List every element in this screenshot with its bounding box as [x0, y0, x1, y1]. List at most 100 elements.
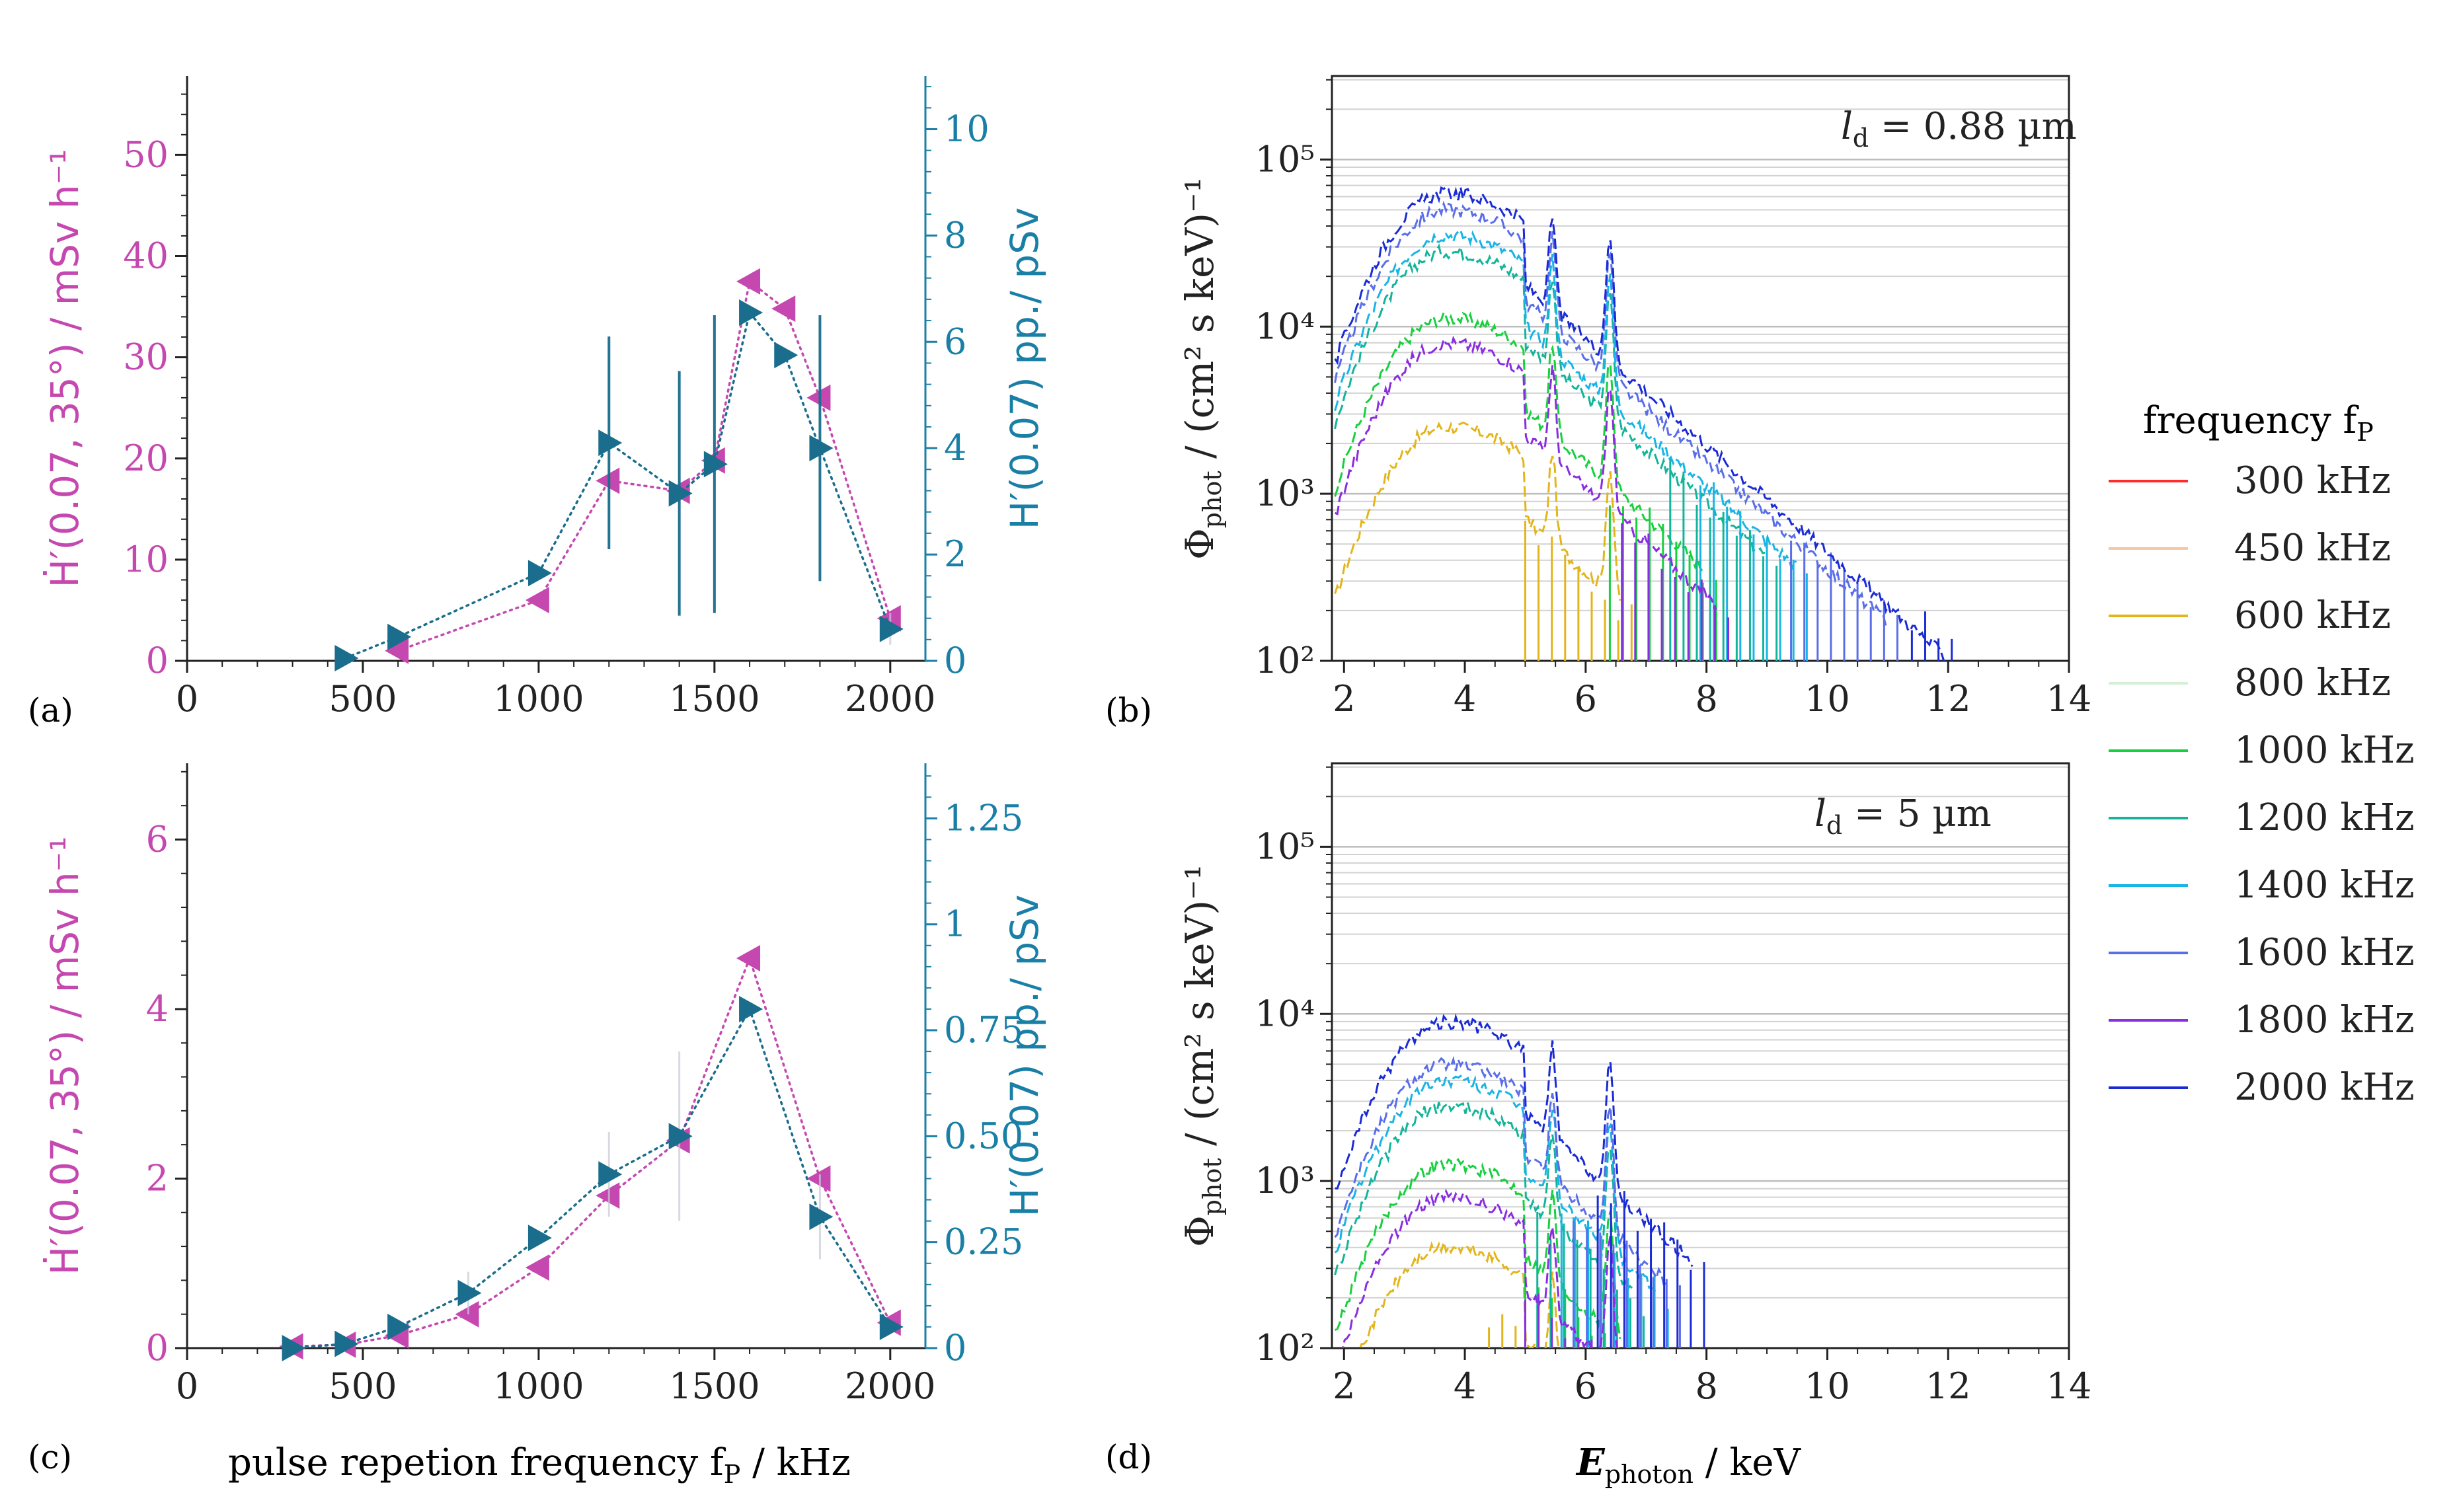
y-left-axis-label: Ḣ′(0.07, 35°) / mSv h⁻¹ [42, 149, 87, 588]
data-point [282, 1335, 306, 1361]
annotation-symbol: l [1841, 105, 1853, 148]
y-tick-label: 10³ [1255, 1160, 1315, 1201]
data-point [387, 1313, 412, 1340]
x-tick-label: 12 [1926, 1365, 1971, 1407]
spectrum-600-kHz [1359, 1238, 1560, 1348]
y-right-tick-label: 8 [944, 214, 966, 256]
x-tick-label: 14 [2046, 678, 2092, 720]
x-tick-label: 1000 [493, 1365, 584, 1407]
data-point [774, 342, 798, 369]
legend-item-label: 1000 kHz [2234, 729, 2415, 772]
legend-item-label: 1200 kHz [2234, 796, 2415, 839]
x-tick-label: 2000 [845, 1365, 935, 1407]
annotation-sub: d [1826, 811, 1842, 840]
y-left-tick-label: 30 [123, 336, 169, 378]
y-axis-label-symbol: Φ [1177, 1215, 1222, 1247]
y-left-tick-label: 40 [123, 235, 169, 277]
data-point [598, 1161, 623, 1188]
legend: frequency fP 300 kHz 450 kHz 600 kHz 800 kH… [2109, 399, 2415, 1109]
x-tick-label: 12 [1926, 678, 1971, 720]
data-point [527, 560, 552, 587]
x-tick-label: 2 [1333, 1365, 1355, 1407]
data-point [334, 644, 359, 671]
series-line [291, 954, 892, 1348]
series-line [397, 279, 892, 652]
spectrum-1000-kHz [1335, 1158, 1621, 1339]
y-left-tick-label: 6 [146, 818, 169, 860]
y-left-tick-label: 4 [146, 988, 169, 1030]
data-point [455, 1301, 479, 1328]
data-point [739, 995, 763, 1022]
y-axis-label-unit: / (cm² s keV)⁻¹ [1177, 177, 1222, 471]
y-right-axis-label: H′(0.07) pp./ pSv [1002, 895, 1047, 1217]
x-axis-label-right: Ephoton / keV [1575, 1441, 1802, 1489]
y-axis-label: Φphot / (cm² s keV)⁻¹ [1177, 177, 1227, 560]
legend-item-label: 1800 kHz [2234, 999, 2415, 1041]
spectrum-2000-kHz [1335, 1013, 1694, 1267]
legend-item-label: 2000 kHz [2234, 1066, 2415, 1109]
x-tick-label: 1000 [493, 678, 584, 720]
spectrum-2000-kHz [1334, 185, 1954, 661]
legend-title: frequency fP [2143, 399, 2374, 447]
y-left-axis-label: Ḣ′(0.07, 35°) / mSv h⁻¹ [42, 837, 87, 1275]
data-point [525, 587, 549, 614]
plot-frame [1331, 762, 2070, 1349]
y-tick-label: 10⁴ [1255, 305, 1315, 347]
x-tick-label: 1500 [669, 678, 759, 720]
x-tick-label: 6 [1575, 1365, 1597, 1407]
y-left-tick-label: 2 [146, 1157, 169, 1199]
x-tick-label: 4 [1454, 1365, 1476, 1407]
panel-label-a: (a) [28, 691, 73, 730]
spectra-group [1334, 185, 1954, 661]
y-right-tick-label: 0 [944, 640, 966, 681]
data-point [739, 299, 763, 326]
panel-c: 0 500 1000 1500 2000024600.250.500.7511.25Ḣ′… [42, 763, 1047, 1407]
data-point [668, 480, 693, 507]
annotation-symbol: l [1814, 792, 1826, 835]
y-right-tick-label: 0.25 [944, 1221, 1023, 1263]
y-tick-label: 10⁵ [1255, 138, 1315, 180]
x-tick-label: 0 [176, 678, 198, 720]
y-right-tick-label: 1 [944, 903, 966, 945]
panel-a: 0 500 1000 1500 2000010203040500246810Ḣ′(0.0… [42, 76, 1047, 720]
x-axis-label-right-text: E [1575, 1441, 1606, 1484]
x-tick-label: 2 [1333, 678, 1355, 720]
spectrum-1400-kHz [1334, 229, 1797, 572]
x-tick-label: 10 [1805, 1365, 1850, 1407]
y-tick-label: 10³ [1255, 472, 1315, 514]
spectrum-1800-kHz [1335, 335, 1717, 610]
y-right-tick-label: 4 [944, 427, 966, 469]
y-right-tick-label: 0 [944, 1327, 966, 1369]
y-right-tick-label: 2 [944, 533, 966, 575]
data-point [736, 268, 761, 295]
annotation-sub: d [1853, 124, 1869, 153]
series-line [344, 310, 892, 660]
spectrum-1000-kHz [1334, 310, 1705, 574]
x-tick-label: 4 [1454, 678, 1476, 720]
y-left-tick-label: 0 [146, 640, 169, 681]
panel-label-d: (d) [1105, 1438, 1152, 1476]
spectra-group [1334, 1013, 1705, 1348]
y-left-tick-label: 0 [146, 1327, 169, 1369]
data-point [703, 451, 728, 478]
x-tick-label: 500 [329, 678, 397, 720]
spectrum-1800-kHz [1342, 1188, 1618, 1348]
y-tick-label: 10² [1255, 640, 1315, 681]
y-axis-label-unit: / (cm² s keV)⁻¹ [1177, 864, 1222, 1158]
x-axis-label-right-unit: / keV [1694, 1441, 1802, 1484]
x-tick-label: 1500 [669, 1365, 759, 1407]
legend-title-text: frequency f [2143, 399, 2360, 442]
y-right-tick-label: 6 [944, 321, 966, 362]
y-tick-label: 10² [1255, 1327, 1315, 1369]
data-point [771, 295, 796, 322]
y-axis-label: Φphot / (cm² s keV)⁻¹ [1177, 864, 1227, 1247]
data-point [668, 1123, 693, 1150]
spectrum-1200-kHz [1334, 243, 1766, 554]
data-point [525, 1254, 549, 1281]
y-right-tick-label: 0.75 [944, 1009, 1023, 1051]
x-axis-label-left: pulse repetion frequency fP / kHz [228, 1441, 851, 1489]
data-point [596, 1182, 620, 1209]
x-tick-label: 2000 [845, 678, 935, 720]
y-left-tick-label: 20 [123, 437, 169, 479]
